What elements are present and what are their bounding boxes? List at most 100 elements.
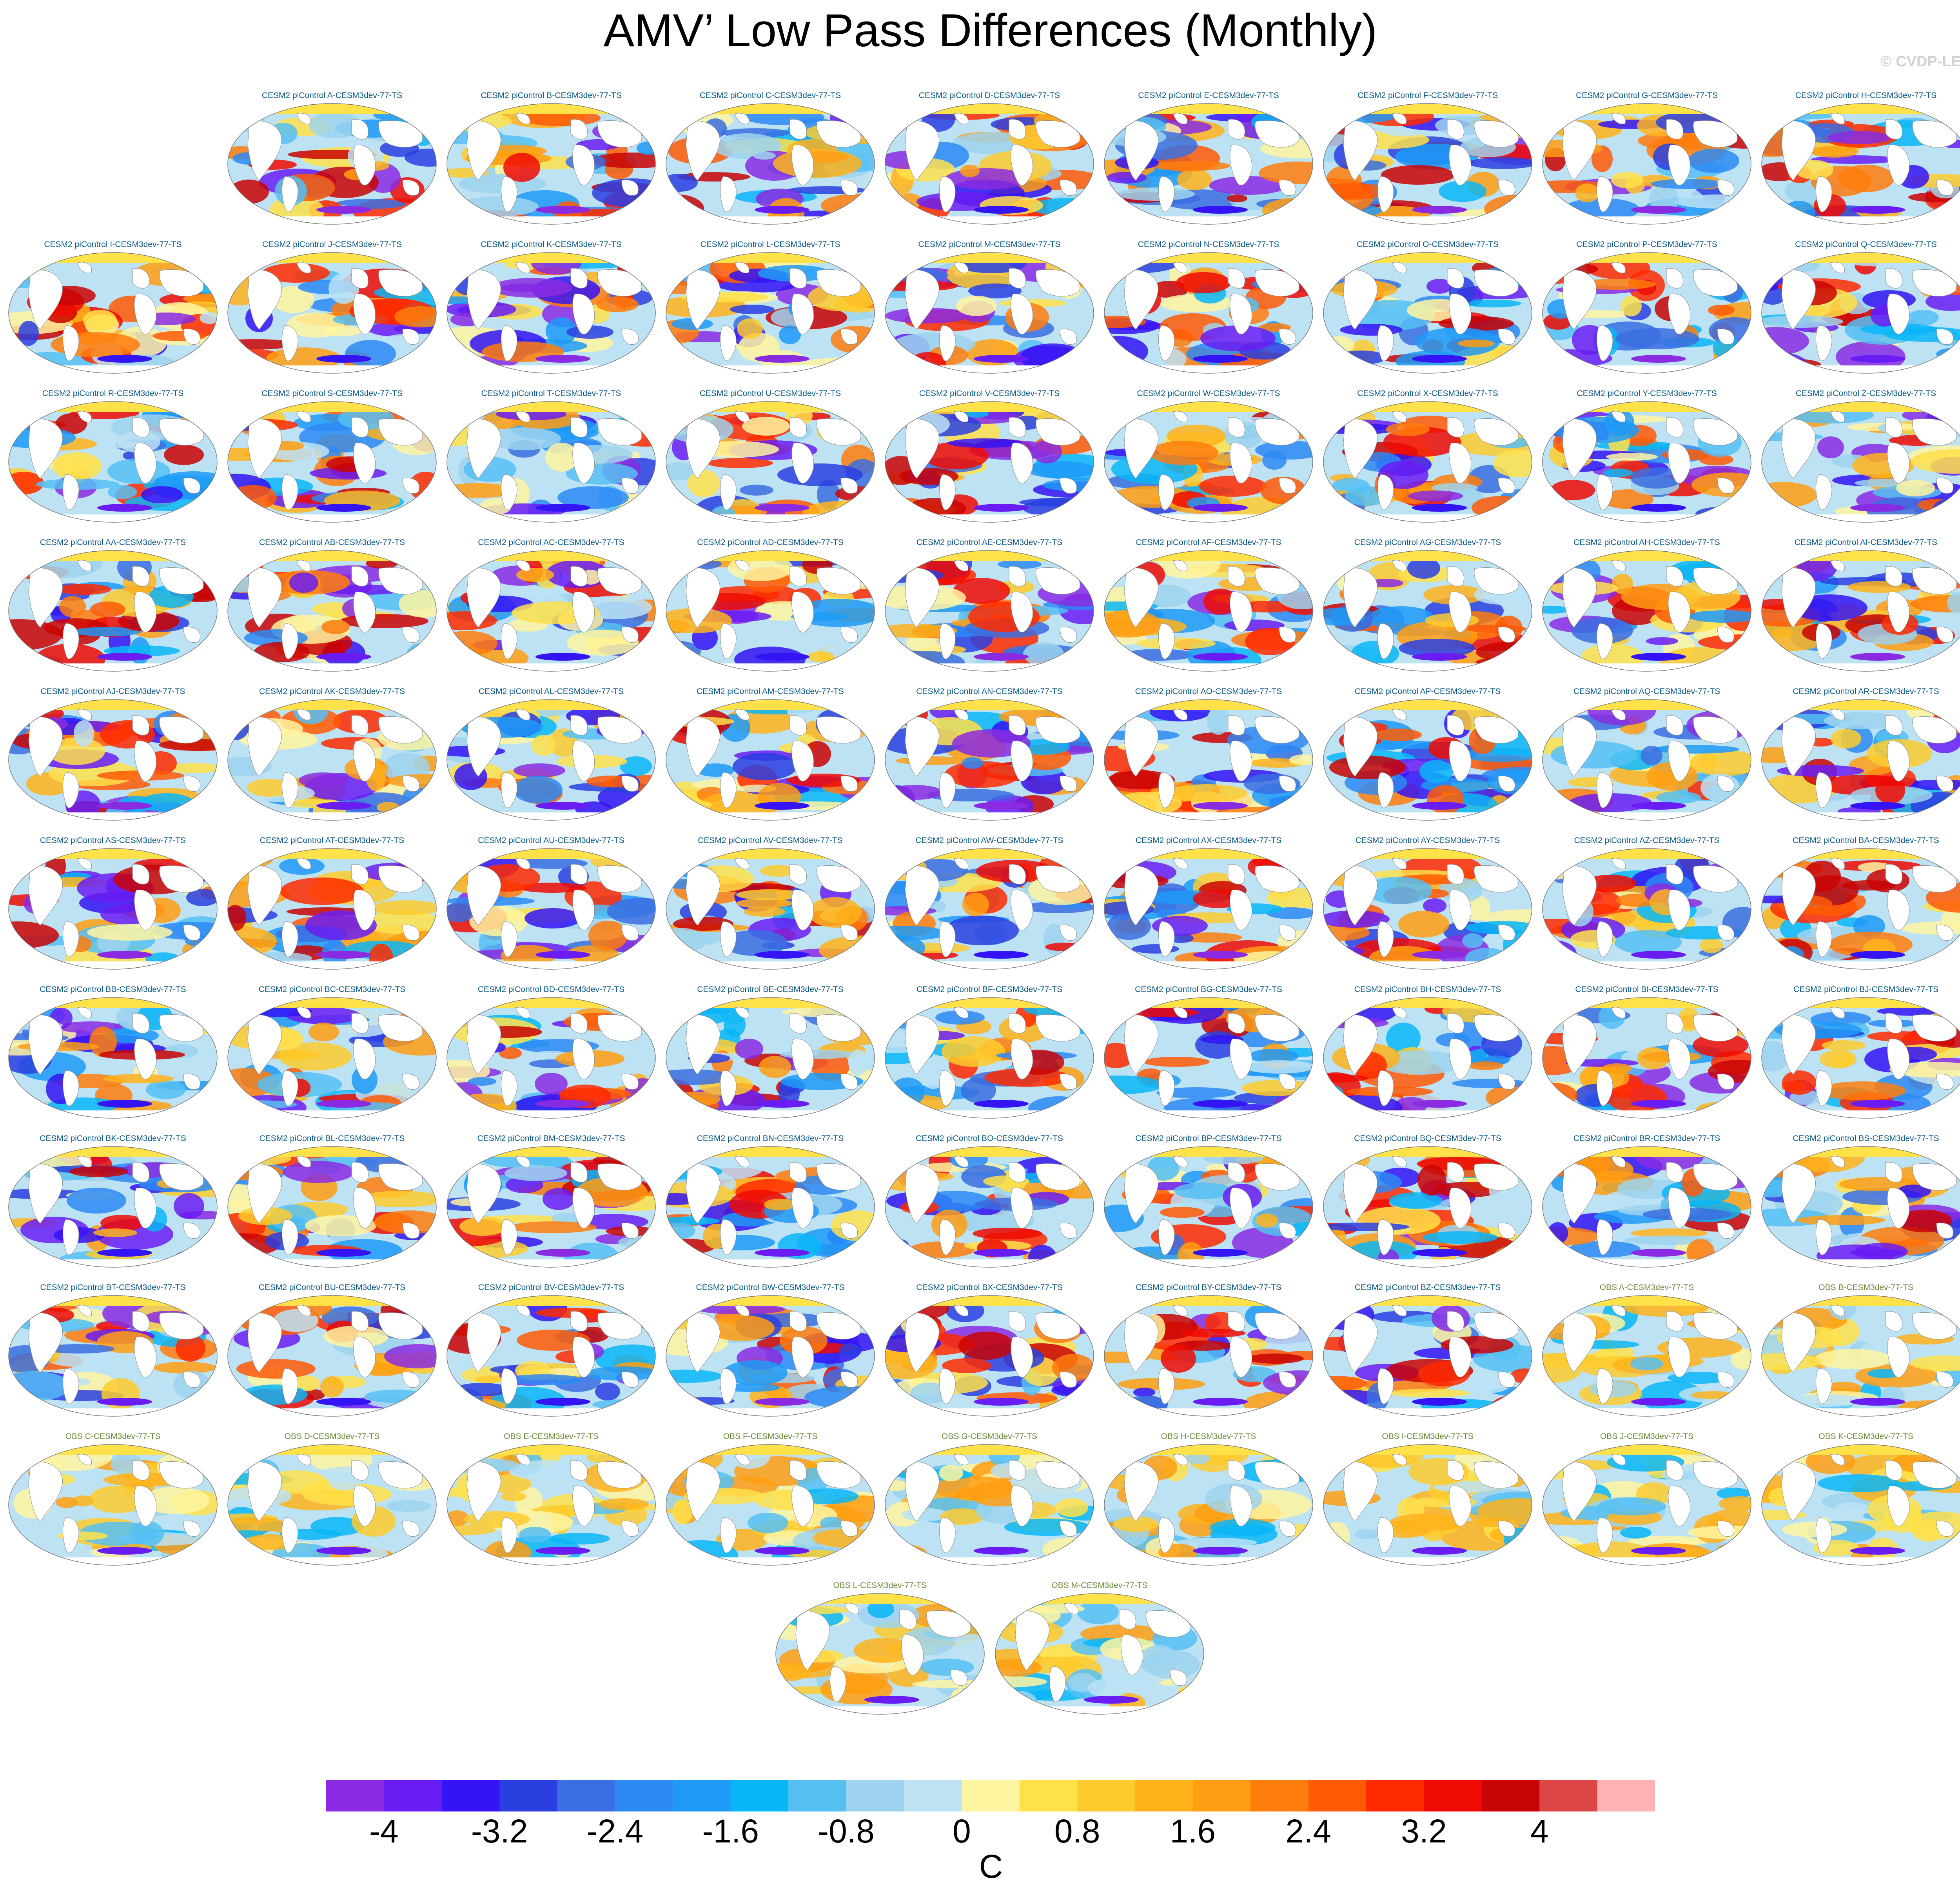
map-panel: CESM2 piControl AO-CESM3dev-77-TS — [1103, 686, 1314, 821]
panel-title: CESM2 piControl BU-CESM3dev-77-TS — [258, 1283, 406, 1292]
panel-title: OBS B-CESM3dev-77-TS — [1818, 1283, 1913, 1292]
panel-title: CESM2 piControl BO-CESM3dev-77-TS — [916, 1134, 1063, 1143]
panel-title: CESM2 piControl G-CESM3dev-77-TS — [1576, 91, 1718, 100]
global-map — [1761, 252, 1960, 374]
colorbar-swatch — [673, 1780, 731, 1811]
global-map — [885, 1146, 1094, 1268]
panel-title: CESM2 piControl BQ-CESM3dev-77-TS — [1354, 1134, 1501, 1143]
panel-title: CESM2 piControl AE-CESM3dev-77-TS — [916, 538, 1063, 547]
global-map — [1542, 401, 1751, 523]
global-map — [666, 550, 875, 672]
figure-title: AMV’ Low Pass Differences (Monthly) — [603, 5, 1377, 56]
global-map — [227, 103, 437, 225]
global-map — [1542, 1444, 1751, 1566]
map-panel: CESM2 piControl A-CESM3dev-77-TS — [226, 90, 438, 225]
global-map — [1323, 699, 1532, 821]
global-map — [885, 103, 1094, 225]
map-panel: CESM2 piControl C-CESM3dev-77-TS — [664, 90, 876, 225]
global-map — [1542, 1295, 1751, 1417]
global-map — [1761, 997, 1960, 1119]
panel-title: OBS H-CESM3dev-77-TS — [1161, 1432, 1256, 1441]
map-panel: CESM2 piControl BD-CESM3dev-77-TS — [445, 984, 657, 1119]
map-panel: OBS D-CESM3dev-77-TS — [226, 1431, 438, 1566]
map-panel: CESM2 piControl AP-CESM3dev-77-TS — [1322, 686, 1534, 821]
colorbar-tick-label: 2.4 — [1285, 1813, 1332, 1850]
global-map — [227, 1444, 437, 1566]
colorbar-tick-label: -0.8 — [818, 1813, 875, 1850]
panel-title: CESM2 piControl AD-CESM3dev-77-TS — [697, 538, 844, 547]
map-panel: CESM2 piControl AW-CESM3dev-77-TS — [884, 835, 1095, 970]
panel-title: OBS C-CESM3dev-77-TS — [65, 1432, 161, 1441]
map-panel: CESM2 piControl BS-CESM3dev-77-TS — [1760, 1133, 1960, 1268]
colorbar-swatch — [1019, 1780, 1078, 1811]
global-map — [446, 401, 656, 523]
colorbar-swatch — [788, 1780, 847, 1811]
global-map — [446, 1444, 656, 1566]
map-panel: CESM2 piControl BG-CESM3dev-77-TS — [1103, 984, 1314, 1119]
map-panel: CESM2 piControl Q-CESM3dev-77-TS — [1760, 239, 1960, 374]
colorbar-swatch — [904, 1780, 962, 1811]
map-panel: CESM2 piControl BU-CESM3dev-77-TS — [226, 1282, 438, 1417]
map-panel: CESM2 piControl BZ-CESM3dev-77-TS — [1322, 1282, 1534, 1417]
panel-title: CESM2 piControl B-CESM3dev-77-TS — [481, 91, 622, 100]
global-map — [1542, 550, 1751, 672]
map-panel: CESM2 piControl AA-CESM3dev-77-TS — [7, 537, 219, 672]
global-map — [1104, 252, 1313, 374]
global-map — [1542, 997, 1751, 1119]
global-map — [1542, 252, 1751, 374]
map-panel: CESM2 piControl AE-CESM3dev-77-TS — [884, 537, 1095, 672]
panel-title: CESM2 piControl Y-CESM3dev-77-TS — [1577, 389, 1717, 398]
panel-title: CESM2 piControl BM-CESM3dev-77-TS — [477, 1134, 625, 1143]
panel-title: CESM2 piControl BC-CESM3dev-77-TS — [258, 985, 406, 994]
global-map — [8, 1146, 218, 1268]
global-map — [1542, 103, 1751, 225]
panel-title: CESM2 piControl AT-CESM3dev-77-TS — [260, 836, 405, 845]
global-map — [1761, 401, 1960, 523]
panel-title: OBS K-CESM3dev-77-TS — [1818, 1432, 1913, 1441]
panel-title: CESM2 piControl BS-CESM3dev-77-TS — [1793, 1134, 1939, 1143]
panel-title: CESM2 piControl AH-CESM3dev-77-TS — [1573, 538, 1720, 547]
panel-title: CESM2 piControl BZ-CESM3dev-77-TS — [1354, 1283, 1501, 1292]
panel-title: CESM2 piControl BH-CESM3dev-77-TS — [1354, 985, 1501, 994]
map-panel: CESM2 piControl AU-CESM3dev-77-TS — [445, 835, 657, 970]
global-map — [1104, 1444, 1313, 1566]
global-map — [885, 997, 1094, 1119]
colorbar — [326, 1780, 1655, 1811]
panel-title: OBS J-CESM3dev-77-TS — [1600, 1432, 1694, 1441]
global-map — [885, 550, 1094, 672]
panel-title: CESM2 piControl M-CESM3dev-77-TS — [918, 240, 1061, 249]
panel-title: CESM2 piControl AL-CESM3dev-77-TS — [479, 687, 624, 696]
panel-title: CESM2 piControl AN-CESM3dev-77-TS — [916, 687, 1063, 696]
panel-title: CESM2 piControl AJ-CESM3dev-77-TS — [40, 687, 185, 696]
map-panel: CESM2 piControl BO-CESM3dev-77-TS — [884, 1133, 1095, 1268]
colorbar-tick-label: -3.2 — [471, 1813, 528, 1850]
global-map — [8, 550, 218, 672]
global-map — [8, 699, 218, 821]
panel-title: CESM2 piControl U-CESM3dev-77-TS — [699, 389, 841, 398]
colorbar-tick-label: 0.8 — [1054, 1813, 1100, 1850]
map-panel: CESM2 piControl BK-CESM3dev-77-TS — [7, 1133, 219, 1268]
panel-title: CESM2 piControl BB-CESM3dev-77-TS — [40, 985, 186, 994]
map-panel: OBS M-CESM3dev-77-TS — [994, 1580, 1205, 1715]
global-map — [885, 1444, 1094, 1566]
colorbar-swatch — [557, 1780, 615, 1811]
panel-title: CESM2 piControl AO-CESM3dev-77-TS — [1135, 687, 1282, 696]
global-map — [1542, 1146, 1751, 1268]
global-map — [666, 1295, 875, 1417]
map-panel: CESM2 piControl AH-CESM3dev-77-TS — [1541, 537, 1753, 672]
global-map — [446, 1295, 656, 1417]
global-map — [227, 997, 437, 1119]
panel-title: OBS A-CESM3dev-77-TS — [1599, 1283, 1694, 1292]
global-map — [1323, 401, 1532, 523]
global-map — [227, 401, 437, 523]
colorbar-swatch — [615, 1780, 673, 1811]
panel-title: OBS I-CESM3dev-77-TS — [1382, 1432, 1474, 1441]
panel-title: OBS F-CESM3dev-77-TS — [723, 1432, 818, 1441]
global-map — [1323, 550, 1532, 672]
global-map — [1104, 550, 1313, 672]
map-panel: CESM2 piControl E-CESM3dev-77-TS — [1103, 90, 1314, 225]
map-panel: CESM2 piControl BH-CESM3dev-77-TS — [1322, 984, 1534, 1119]
panel-title: CESM2 piControl AW-CESM3dev-77-TS — [915, 836, 1063, 845]
global-map — [446, 848, 656, 970]
panel-title: CESM2 piControl BX-CESM3dev-77-TS — [916, 1283, 1063, 1292]
